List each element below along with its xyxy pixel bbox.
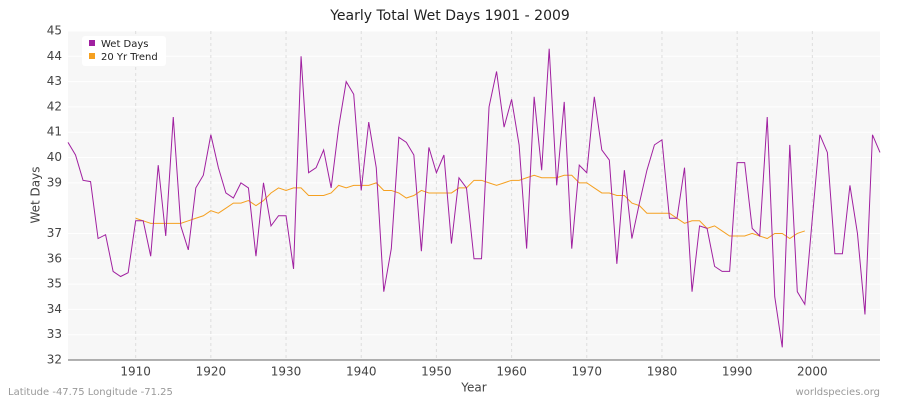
legend-box	[82, 36, 166, 66]
y-tick-label: 34	[47, 302, 62, 316]
y-tick-label: 33	[47, 327, 62, 341]
y-tick-label: 43	[47, 74, 62, 88]
y-tick-label: 42	[47, 99, 62, 113]
y-tick-label: 36	[47, 251, 62, 265]
legend-swatch	[89, 53, 95, 59]
y-tick-label: 45	[47, 24, 62, 38]
x-tick-label: 1960	[496, 365, 527, 379]
y-tick-label: 35	[47, 277, 62, 291]
x-tick-label: 1980	[647, 365, 678, 379]
legend-label: 20 Yr Trend	[101, 52, 158, 63]
y-tick-label: 40	[47, 150, 62, 164]
x-tick-label: 1940	[346, 365, 377, 379]
x-tick-label: 1990	[722, 365, 753, 379]
x-tick-label: 2000	[797, 365, 828, 379]
y-tick-label: 32	[47, 353, 62, 367]
legend-swatch	[89, 40, 95, 46]
y-tick-label: 39	[47, 175, 62, 189]
series-line	[67, 48, 881, 348]
plot: 45 44 43 42 41 40 39 37 36 35 34 33 32 1910 1920 1930 19…	[47, 24, 881, 379]
x-axis-label: Year	[460, 381, 486, 395]
plot-area	[68, 31, 880, 360]
x-tick-label: 1970	[572, 365, 603, 379]
x-tick-label: 1950	[421, 365, 452, 379]
y-tick-label: 44	[47, 49, 62, 63]
footer-left: Latitude -47.75 Longitude -71.25	[8, 387, 173, 398]
y-tick-label: 41	[47, 125, 62, 139]
y-axis-label: Wet Days	[29, 166, 43, 223]
x-tick-label: 1930	[271, 365, 302, 379]
chart-title: Yearly Total Wet Days 1901 - 2009	[329, 8, 570, 24]
x-tick-label: 1910	[120, 365, 151, 379]
footer-right: worldspecies.org	[796, 387, 880, 398]
x-tick-label: 1920	[196, 365, 227, 379]
y-tick-label: 37	[47, 226, 62, 240]
legend-label: Wet Days	[101, 39, 149, 50]
legend: Wet Days 20 Yr Trend	[82, 36, 166, 66]
series-line	[135, 174, 805, 240]
